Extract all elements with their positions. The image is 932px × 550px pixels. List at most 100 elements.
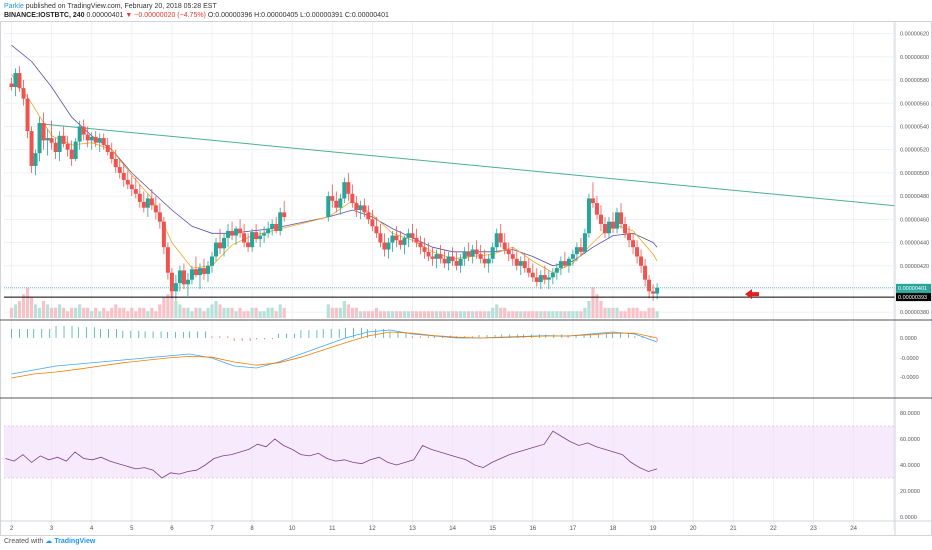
candlesticks: [9, 66, 660, 301]
volume-bar: [238, 307, 242, 318]
volume-bar: [631, 307, 635, 318]
volume-bar: [218, 304, 222, 318]
candle-body: [374, 226, 379, 234]
candle-body: [153, 205, 158, 213]
macd-tick-label: 0.0000: [900, 336, 917, 342]
candle-body: [450, 256, 455, 262]
volume-bar: [102, 307, 106, 318]
candle-body: [334, 200, 339, 208]
candle-body: [165, 247, 170, 273]
candle-body: [13, 73, 18, 88]
candle-body: [422, 247, 427, 252]
price-tick-label: 0.00000540: [900, 124, 929, 130]
candle-body: [378, 233, 383, 243]
time-tick-label: 13: [409, 526, 416, 532]
candle-body: [510, 254, 515, 259]
candle-body: [258, 235, 263, 240]
candle-body: [418, 242, 423, 248]
candle-body: [414, 237, 419, 243]
volume-bar: [146, 311, 150, 318]
volume-bar: [615, 307, 619, 318]
candle-body: [530, 272, 535, 278]
volume-bar: [410, 311, 415, 318]
trend-line: [43, 123, 896, 207]
volume-bar: [186, 307, 190, 318]
ma-slow-line: [11, 44, 658, 267]
volume-bar: [611, 307, 615, 318]
price-tick-label: 0.00000440: [900, 241, 929, 247]
trend-line-segment: [43, 123, 896, 207]
candle-body: [655, 287, 660, 294]
published-text: published on TradingView.com, February 2…: [25, 3, 217, 10]
volume-bar: [362, 311, 366, 318]
volume-bar: [655, 311, 659, 318]
candle-body: [498, 233, 503, 243]
candle-body: [141, 201, 146, 208]
candle-body: [97, 138, 102, 143]
candle-body: [49, 138, 54, 143]
price-tick-label: 0.00000380: [900, 310, 929, 316]
change-value: ▼ −0.00000020 (−4.75%): [125, 12, 206, 19]
candle-body: [101, 138, 106, 146]
candle-body: [226, 230, 231, 238]
candle-body: [434, 254, 439, 259]
time-tick-label: 21: [730, 526, 737, 532]
candle-body: [342, 182, 347, 199]
tradingview-brand[interactable]: TradingView: [54, 538, 96, 545]
candle-body: [37, 122, 42, 154]
time-tick-label: 15: [489, 526, 496, 532]
candle-body: [627, 233, 632, 241]
volume-bar: [531, 311, 535, 318]
candle-body: [157, 212, 162, 222]
volume-bar: [366, 311, 370, 318]
candle-body: [382, 242, 387, 250]
candle-body: [554, 268, 559, 273]
volume-bar: [539, 311, 543, 318]
macd-tick-label: -0.0000: [900, 356, 919, 362]
volume-bar: [118, 307, 122, 318]
price-tick-label: 0.00000620: [900, 32, 929, 38]
candle-body: [442, 258, 447, 264]
candle-body: [402, 237, 407, 245]
volume-bar: [583, 307, 587, 318]
time-tick-label: 4: [90, 526, 94, 532]
volume-bar: [234, 311, 238, 318]
volume-bar: [446, 311, 451, 318]
author-link[interactable]: Parkle: [4, 3, 24, 10]
volume-bar: [166, 294, 170, 318]
time-tick-label: 7: [210, 526, 214, 532]
volume-bar: [438, 311, 443, 318]
candle-body: [250, 232, 255, 248]
candle-body: [366, 212, 371, 220]
candle-body: [514, 258, 519, 266]
candle-body: [362, 205, 367, 213]
candle-body: [562, 261, 567, 266]
volume-bar: [418, 311, 423, 318]
rsi-band: [4, 426, 895, 478]
volume-bar: [651, 307, 655, 318]
candle-body: [426, 251, 431, 257]
volume-bar: [507, 311, 511, 318]
candle-body: [246, 242, 251, 248]
candle-body: [494, 233, 499, 248]
tradingview-logo-icon: ☁: [45, 538, 53, 545]
volume-bar: [442, 311, 447, 318]
candle-body: [538, 275, 543, 283]
candle-body: [274, 223, 279, 231]
rsi-tick-label: 60.0000: [900, 437, 920, 443]
volume-bar: [607, 307, 611, 318]
candle-body: [615, 212, 620, 229]
candle-body: [354, 203, 359, 211]
volume-bar: [467, 311, 471, 318]
volume-bar: [571, 311, 575, 318]
time-tick-label: 11: [329, 526, 336, 532]
candle-body: [506, 249, 511, 255]
volume-bar: [406, 311, 411, 318]
volume-bar: [579, 311, 583, 318]
volume-bar: [643, 311, 647, 318]
candle-body: [578, 247, 583, 252]
volume-bar: [422, 311, 427, 318]
candle-body: [85, 134, 90, 141]
chart-header: Parkle published on TradingView.com, Feb…: [4, 2, 389, 20]
